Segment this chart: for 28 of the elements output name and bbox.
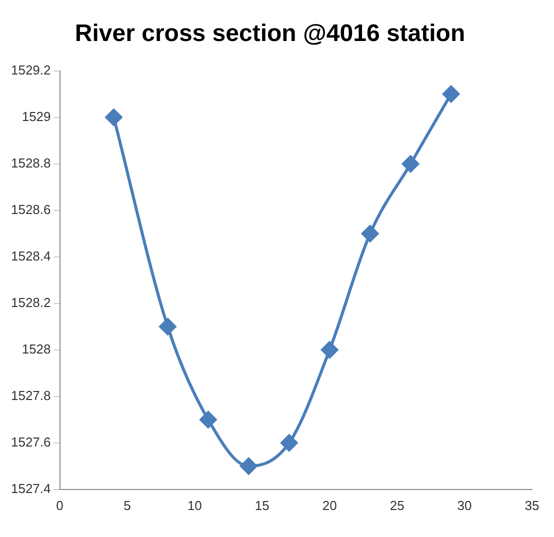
x-tick-label: 5 [124,498,131,513]
point [442,86,460,103]
y-tick-label: 1529.2 [10,62,51,78]
point [402,155,420,172]
point [280,434,298,452]
y-tick-label: 1528.8 [10,155,51,170]
point [362,225,379,242]
x-tick-label: 25 [390,498,404,513]
y-tick-label: 1528.4 [10,248,51,264]
x-tick-label: 15 [254,498,270,513]
y-tick-label: 1528 [22,341,51,356]
x-tick-label: 30 [457,498,472,513]
x-tick-label: 10 [187,498,202,513]
x-tick-label: 20 [322,498,337,513]
point [159,318,176,336]
point [240,458,258,475]
y-tick-label: 1528.2 [10,294,51,310]
chart-title: River cross section @4016 station [74,20,466,48]
y-tick-label: 1527.6 [10,434,51,450]
y-tick-label: 1527.8 [10,388,51,403]
x-tick-label: 0 [56,498,64,513]
point [321,341,338,358]
y-tick-label: 1529 [22,108,51,124]
x-tick-label: 35 [524,498,540,513]
y-tick-label: 1527.4 [10,480,51,496]
point [105,108,122,126]
y-tick-label: 1528.6 [10,202,51,217]
point [200,411,217,428]
